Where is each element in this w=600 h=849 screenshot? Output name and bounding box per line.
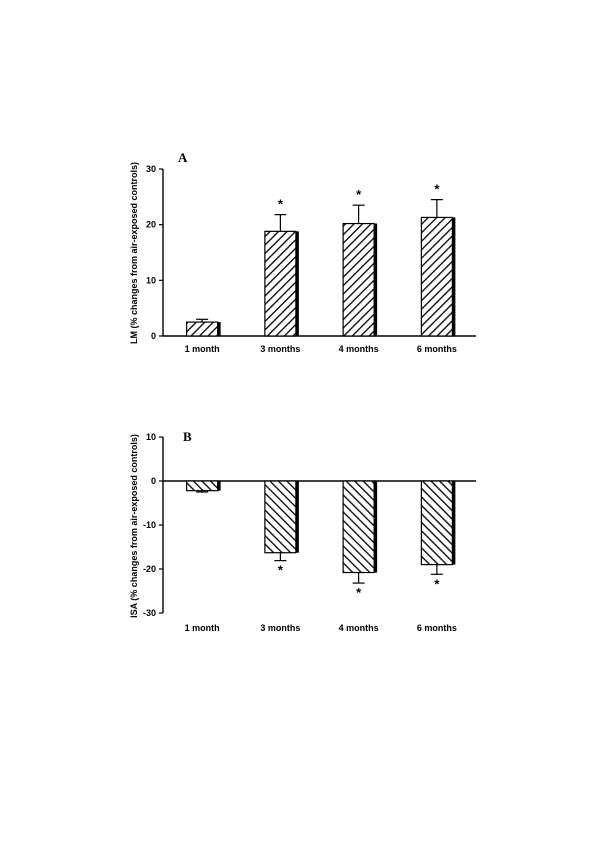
chart-panel-a: A LM (% changes from air-exposed control…	[129, 150, 476, 354]
a-y-tick-label: 20	[146, 220, 156, 230]
b-y-tick-label: 0	[151, 476, 156, 486]
y-axis-title-a: LM (% changes from air-exposed controls)	[129, 162, 139, 344]
b-x-tick-label: 1 month	[185, 623, 220, 633]
y-ticks-b: 10 0 -10 -20 -30	[143, 432, 163, 618]
b-bar	[342, 480, 375, 574]
a-significance-marker: *	[278, 197, 284, 212]
b-y-tick-label: -10	[143, 520, 156, 530]
b-significance-marker: *	[278, 563, 284, 578]
b-y-tick-label: -20	[143, 564, 156, 574]
y-ticks-a: 0 10 20 30	[146, 164, 163, 341]
bars-a: * * *	[186, 182, 456, 337]
chart-panel-b: B ISA (% changes from air-exposed contro…	[129, 429, 476, 633]
bars-b: * * *	[186, 480, 456, 600]
b-x-tick-label: 4 months	[339, 623, 379, 633]
b-bar	[186, 480, 219, 492]
y-axis-title-b: ISA (% changes from air-exposed controls…	[129, 434, 139, 618]
panel-label-a: A	[178, 150, 188, 165]
a-y-tick-label: 10	[146, 275, 156, 285]
b-y-tick-label: 10	[146, 432, 156, 442]
a-bar	[186, 321, 219, 337]
b-y-tick-label: -30	[143, 608, 156, 618]
a-significance-marker: *	[434, 182, 440, 197]
a-x-tick-label: 1 month	[185, 344, 220, 354]
a-bar	[264, 230, 297, 337]
a-x-tick-label: 4 months	[339, 344, 379, 354]
b-x-tick-label: 3 months	[260, 623, 300, 633]
panel-label-b: B	[183, 429, 192, 444]
a-bar	[420, 216, 453, 337]
a-significance-marker: *	[356, 187, 362, 202]
a-x-tick-label: 6 months	[417, 344, 457, 354]
a-bar	[342, 222, 375, 337]
b-bar	[264, 480, 297, 554]
a-y-tick-label: 30	[146, 164, 156, 174]
x-tick-labels-b: 1 month 3 months 4 months 6 months	[185, 623, 457, 633]
a-y-tick-label: 0	[151, 331, 156, 341]
b-significance-marker: *	[356, 585, 362, 600]
b-significance-marker: *	[434, 576, 440, 591]
b-bar	[420, 480, 453, 566]
x-tick-labels-a: 1 month 3 months 4 months 6 months	[185, 344, 457, 354]
a-x-tick-label: 3 months	[260, 344, 300, 354]
b-x-tick-label: 6 months	[417, 623, 457, 633]
